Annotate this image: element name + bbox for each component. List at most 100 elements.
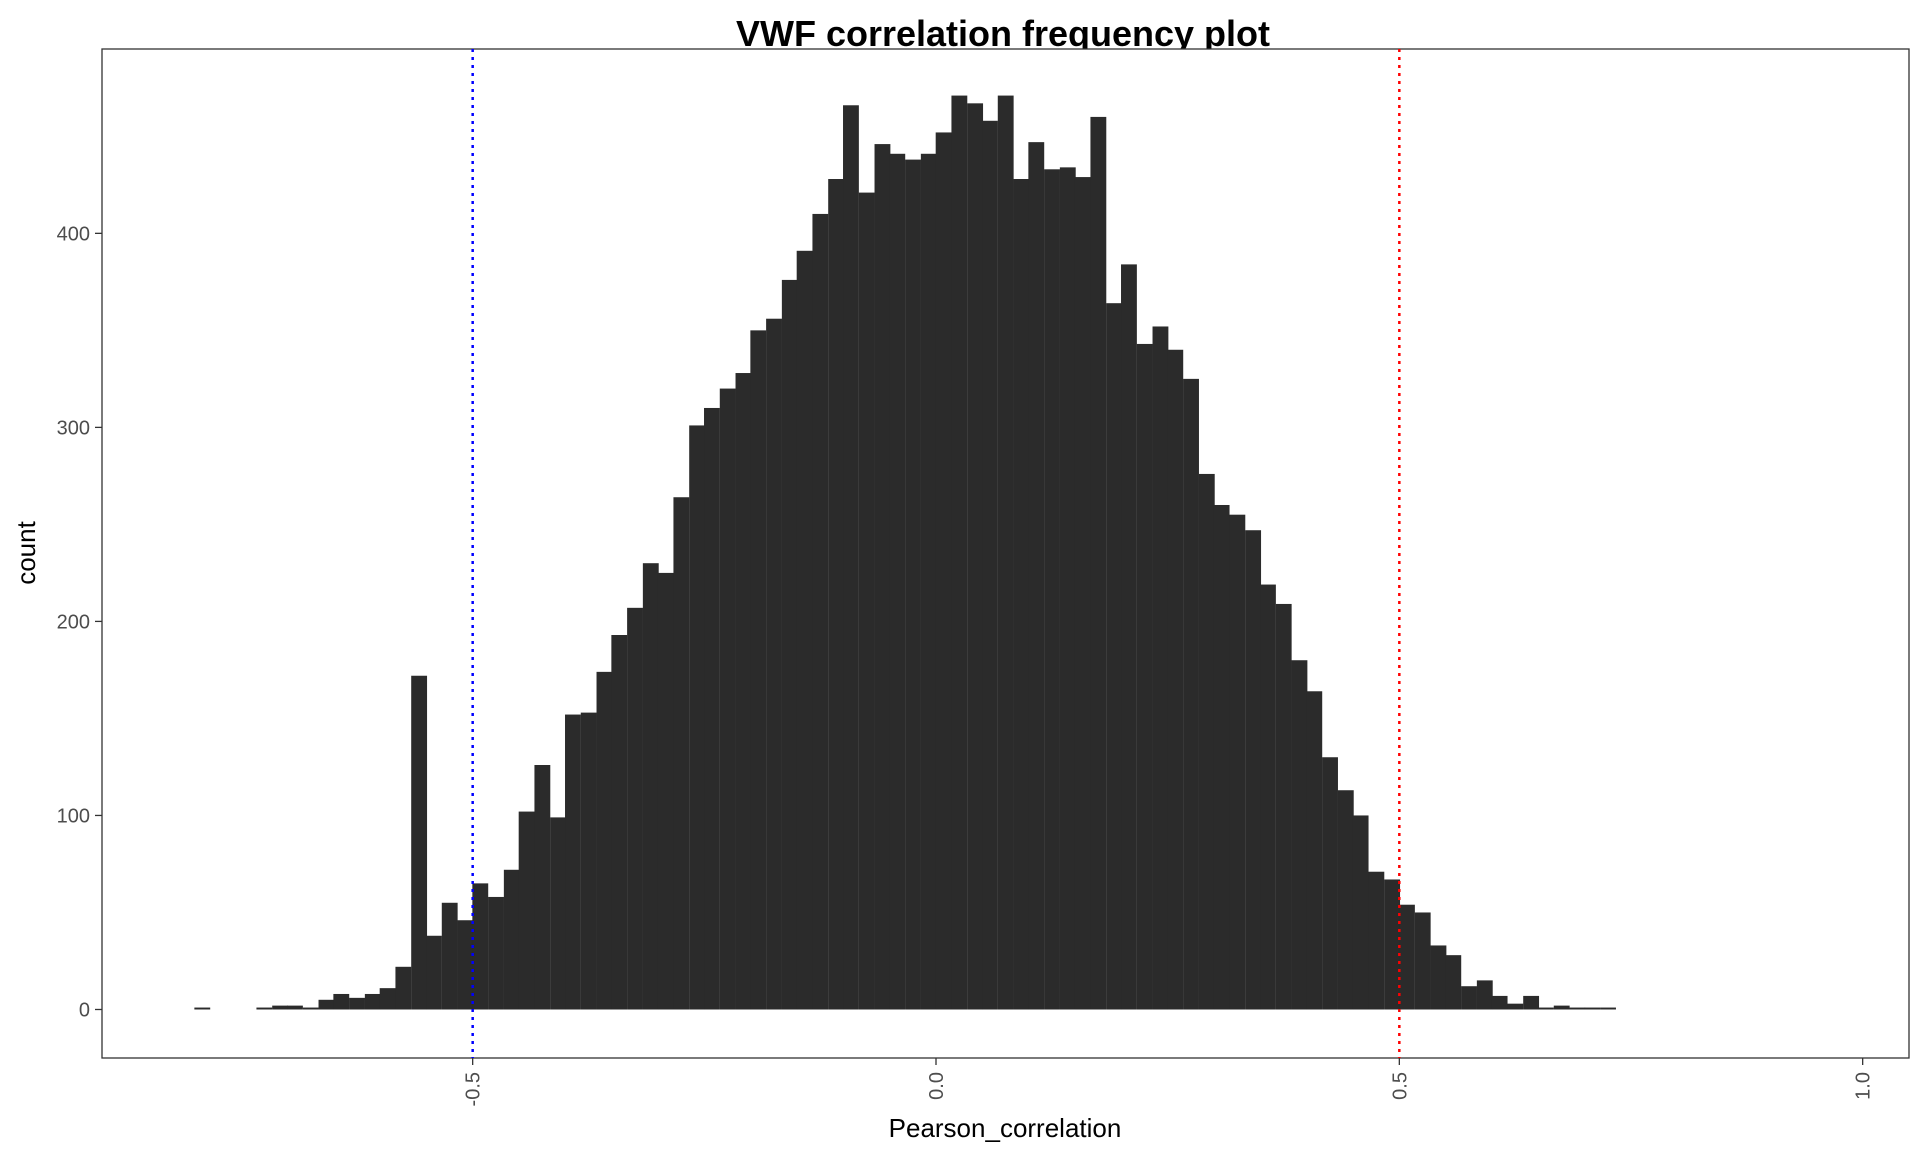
histogram-bar bbox=[1507, 1003, 1524, 1010]
histogram-bar bbox=[828, 179, 845, 1010]
histogram-bar bbox=[364, 993, 381, 1010]
histogram-bar bbox=[503, 869, 520, 1010]
histogram-bar bbox=[627, 607, 643, 1010]
histogram-bar bbox=[1183, 378, 1199, 1010]
histogram-bar bbox=[395, 966, 412, 1010]
histogram-bar bbox=[472, 883, 489, 1010]
histogram-bar bbox=[411, 675, 428, 1010]
histogram-bar bbox=[642, 563, 659, 1010]
histogram-bar bbox=[1538, 1007, 1554, 1010]
histogram-bar bbox=[812, 213, 829, 1010]
histogram-bar bbox=[426, 935, 442, 1010]
histogram-bar bbox=[194, 1007, 211, 1010]
bars-group bbox=[194, 95, 1616, 1010]
histogram-bar bbox=[1074, 177, 1091, 1010]
reference-lines-group bbox=[471, 49, 1401, 1058]
chart-title: VWF correlation frequency plot bbox=[736, 13, 1270, 54]
histogram-bar bbox=[735, 373, 752, 1010]
histogram-bar bbox=[256, 1007, 273, 1010]
histogram-bar bbox=[1059, 167, 1076, 1010]
histogram-bar bbox=[1399, 904, 1415, 1010]
histogram-bar bbox=[766, 318, 782, 1010]
histogram-bar bbox=[997, 95, 1014, 1010]
x-tick-label: -0.5 bbox=[463, 1072, 485, 1106]
histogram-bar bbox=[1461, 986, 1477, 1010]
histogram-bar bbox=[1384, 879, 1401, 1010]
histogram-bar bbox=[982, 120, 998, 1010]
histogram-bar bbox=[379, 988, 396, 1010]
histogram-bar bbox=[750, 330, 767, 1010]
histogram-bar bbox=[858, 192, 875, 1010]
y-axis-title: count bbox=[11, 520, 41, 584]
histogram-bar bbox=[1291, 660, 1308, 1010]
y-tick-label: 0 bbox=[79, 999, 90, 1021]
histogram-bar bbox=[1198, 473, 1215, 1010]
histogram-bar bbox=[1337, 790, 1354, 1010]
histogram-bar bbox=[1584, 1007, 1601, 1010]
histogram-bar bbox=[1028, 142, 1045, 1010]
histogram-bar bbox=[1275, 603, 1292, 1010]
histogram-bar bbox=[534, 765, 551, 1010]
y-tick-label: 300 bbox=[57, 417, 90, 439]
histogram-bar bbox=[1167, 349, 1184, 1010]
histogram-bar bbox=[1136, 343, 1153, 1010]
histogram-bar bbox=[1152, 326, 1169, 1010]
histogram-bar bbox=[657, 572, 674, 1010]
histogram-bar bbox=[1322, 757, 1338, 1010]
histogram-bar bbox=[1414, 912, 1431, 1010]
x-axis: -0.5 0.0 0.5 1.0 bbox=[463, 1058, 1875, 1106]
histogram-bar bbox=[457, 920, 474, 1010]
x-tick-label: 0.0 bbox=[926, 1072, 948, 1100]
histogram-bar bbox=[1013, 179, 1030, 1010]
histogram-bar bbox=[565, 714, 581, 1010]
histogram-bar bbox=[796, 250, 813, 1010]
histogram-bar bbox=[488, 896, 504, 1010]
histogram-bar bbox=[920, 153, 937, 1010]
histogram-bar bbox=[951, 95, 968, 1010]
histogram-bar bbox=[333, 993, 350, 1010]
histogram-bar bbox=[596, 671, 613, 1010]
histogram-bar bbox=[905, 159, 921, 1010]
histogram-bar bbox=[580, 712, 597, 1010]
histogram-bar bbox=[1245, 530, 1262, 1010]
y-tick-label: 100 bbox=[57, 805, 90, 827]
histogram-bar bbox=[689, 425, 706, 1010]
histogram-bar bbox=[1445, 955, 1462, 1010]
histogram-bar bbox=[781, 279, 798, 1010]
y-tick-label: 400 bbox=[57, 223, 90, 245]
y-axis: 0 100 200 300 400 bbox=[57, 223, 102, 1021]
histogram-bar bbox=[1491, 995, 1508, 1010]
histogram-bar bbox=[1306, 691, 1323, 1010]
histogram-bar bbox=[518, 811, 535, 1010]
histogram-bar bbox=[1352, 815, 1369, 1010]
histogram-bar bbox=[349, 997, 365, 1010]
histogram-bar bbox=[1229, 514, 1246, 1010]
histogram-bar bbox=[673, 497, 690, 1010]
histogram-bar bbox=[272, 1005, 289, 1010]
histogram-bar bbox=[1476, 980, 1493, 1010]
histogram-bar bbox=[1553, 1005, 1570, 1010]
histogram-bar bbox=[611, 635, 628, 1010]
histogram-bar bbox=[1368, 871, 1385, 1010]
x-tick-label: 0.5 bbox=[1389, 1072, 1411, 1100]
histogram-bar bbox=[287, 1005, 303, 1010]
histogram-bar bbox=[1523, 995, 1540, 1010]
histogram-bar bbox=[1121, 264, 1137, 1010]
histogram-bar bbox=[719, 388, 736, 1010]
histogram-bar bbox=[1430, 945, 1447, 1010]
histogram-bar bbox=[441, 902, 458, 1010]
histogram-bar bbox=[889, 153, 906, 1010]
histogram-bar bbox=[550, 817, 567, 1010]
histogram-bar bbox=[935, 132, 952, 1010]
histogram-bar bbox=[1600, 1007, 1616, 1010]
x-axis-title: Pearson_correlation bbox=[889, 1113, 1122, 1143]
histogram-bar bbox=[843, 105, 859, 1010]
histogram-bar bbox=[302, 1007, 319, 1010]
x-tick-label: 1.0 bbox=[1853, 1072, 1875, 1100]
histogram-bar bbox=[1569, 1007, 1586, 1010]
histogram-bar bbox=[1260, 584, 1276, 1010]
histogram-bar bbox=[967, 103, 984, 1010]
histogram-bar bbox=[1044, 169, 1060, 1010]
y-tick-label: 200 bbox=[57, 611, 90, 633]
